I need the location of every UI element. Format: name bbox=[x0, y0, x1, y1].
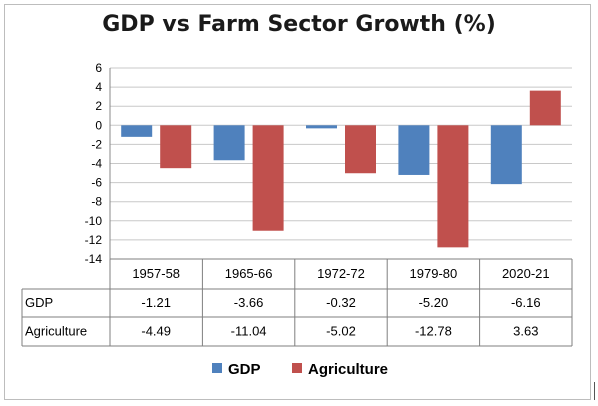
y-tick-label: 6 bbox=[95, 61, 102, 75]
bar-agriculture-1965-66 bbox=[252, 125, 284, 231]
text-cursor bbox=[594, 382, 595, 400]
legend-swatch bbox=[292, 363, 302, 373]
bar-gdp-1979-80 bbox=[398, 125, 430, 175]
bar-gdp-1957-58 bbox=[121, 125, 153, 137]
y-tick-label: -4 bbox=[91, 157, 102, 171]
legend-swatch bbox=[212, 363, 222, 373]
table-cell: -4.49 bbox=[141, 324, 171, 339]
legend-label: Agriculture bbox=[308, 361, 388, 378]
bar-gdp-2020-21 bbox=[490, 125, 522, 185]
table-row-label: GDP bbox=[25, 295, 53, 310]
table-cell: -6.16 bbox=[511, 295, 541, 310]
y-tick-label: -8 bbox=[91, 195, 102, 209]
y-tick-label: -12 bbox=[85, 233, 103, 247]
table-cell: -5.02 bbox=[326, 324, 356, 339]
table-cell: -1.21 bbox=[141, 295, 171, 310]
bar-agriculture-1979-80 bbox=[437, 125, 469, 248]
y-tick-label: -2 bbox=[91, 137, 102, 151]
y-tick-label: 2 bbox=[95, 99, 102, 113]
x-tick-label: 1979-80 bbox=[410, 266, 458, 281]
table-cell: -11.04 bbox=[231, 324, 267, 339]
x-tick-label: 1972-72 bbox=[317, 266, 365, 281]
table-cell: -5.20 bbox=[419, 295, 449, 310]
bar-gdp-1972-72 bbox=[306, 125, 337, 129]
bar-gdp-1965-66 bbox=[213, 125, 245, 161]
x-tick-label: 1957-58 bbox=[132, 266, 180, 281]
y-tick-label: -10 bbox=[85, 214, 103, 228]
bar-agriculture-1972-72 bbox=[345, 125, 376, 174]
y-tick-label: -6 bbox=[91, 176, 102, 190]
table-cell: 3.63 bbox=[513, 324, 538, 339]
x-tick-label: 2020-21 bbox=[502, 266, 550, 281]
y-tick-label: 0 bbox=[95, 118, 102, 132]
table-cell: -0.32 bbox=[326, 295, 356, 310]
y-tick-label: -14 bbox=[85, 252, 103, 266]
bar-agriculture-2020-21 bbox=[529, 90, 561, 126]
bar-agriculture-1957-58 bbox=[160, 125, 192, 169]
y-tick-label: 4 bbox=[95, 80, 102, 94]
table-cell: -12.78 bbox=[415, 324, 452, 339]
table-row-label: Agriculture bbox=[25, 324, 87, 339]
legend-label: GDP bbox=[228, 361, 261, 378]
x-tick-label: 1965-66 bbox=[225, 266, 273, 281]
table-cell: -3.66 bbox=[234, 295, 264, 310]
chart-title: GDP vs Farm Sector Growth (%) bbox=[102, 12, 496, 37]
